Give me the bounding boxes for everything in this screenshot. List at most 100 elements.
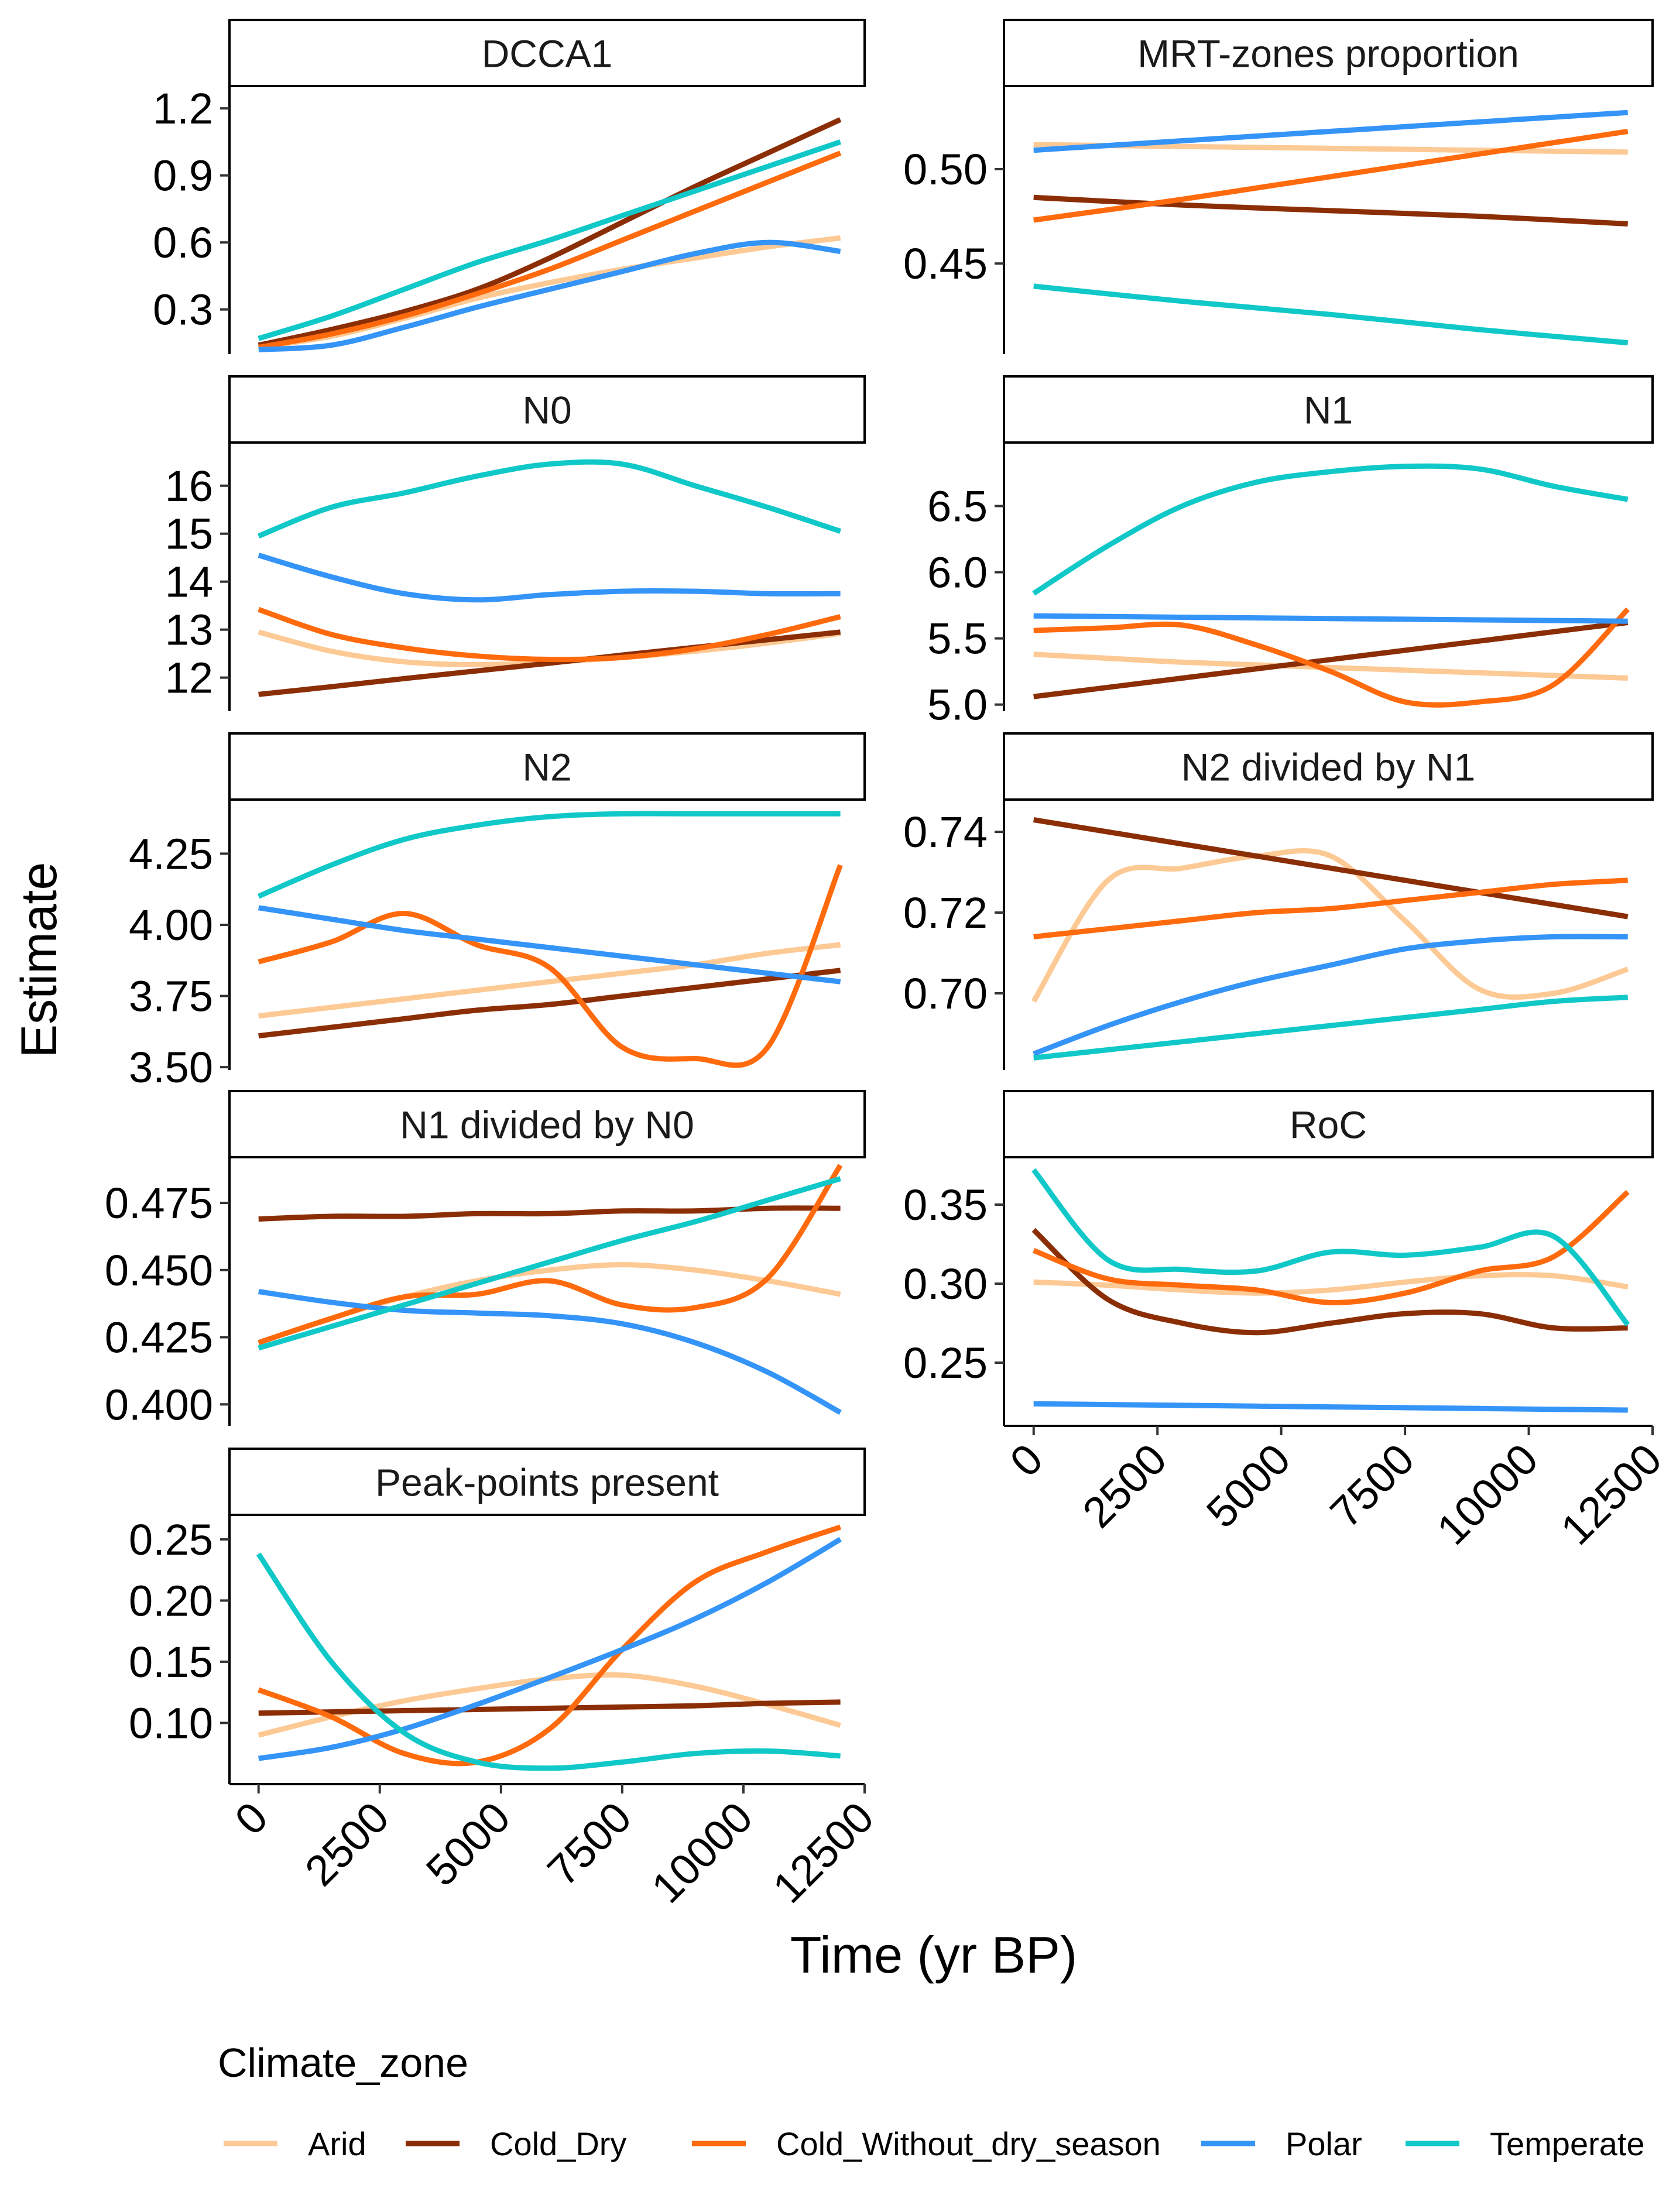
series-line-temperate (1033, 994, 1628, 1061)
legend-label: Cold_Without_dry_season (776, 2125, 1161, 2162)
legend-item-cold-dry: Cold_Dry (406, 2125, 626, 2162)
facet-title: N0 (522, 389, 571, 432)
series-lines (1031, 1168, 1630, 1413)
series-lines (257, 811, 843, 1068)
x-tick-label: 10000 (642, 1793, 762, 1912)
series-line-polar (1033, 934, 1628, 1057)
facet-title: N1 (1304, 389, 1353, 432)
facet-strip (228, 375, 866, 444)
series-line-cold-dry (258, 1699, 841, 1716)
y-axis-title: Estimate (11, 862, 67, 1058)
series-line-temperate (258, 139, 842, 341)
facet-strip (1003, 732, 1654, 801)
series-line-polar (1033, 613, 1628, 624)
series-line-arid (1031, 848, 1629, 1003)
series-line-cold-without-dry-season (1033, 607, 1630, 708)
y-tick-label: 5.0 (927, 681, 988, 729)
series-line-temperate (256, 1552, 841, 1771)
y-tick-label: 0.400 (105, 1380, 213, 1429)
series-line-polar (1033, 1401, 1628, 1413)
y-tick-label: 15 (165, 510, 213, 558)
y-tick-label: 0.35 (903, 1181, 988, 1229)
series-line-cold-without-dry-season (1033, 1190, 1630, 1305)
series-line-cold-dry (1033, 817, 1629, 920)
panel-dcca1: DCCA1 0.3 0.6 0.9 1.2 (153, 19, 866, 354)
series-line-cold-without-dry-season (258, 1164, 843, 1345)
series-lines (1033, 109, 1629, 346)
x-tick-label: 5000 (417, 1793, 519, 1895)
panel-n2-divided-by-n1: N2 divided by N1 0.70 0.72 0.74 (903, 732, 1654, 1070)
panel-n1-divided-by-n0: N1 divided by N0 0.400 0.425 0.450 0.475 (105, 1090, 866, 1429)
series-line-polar (258, 553, 841, 603)
panel-peak-points-present: Peak-points present 0.10 0.15 0.20 0.25 0 2500… (129, 1448, 883, 1912)
y-tick-label: 0.74 (903, 808, 988, 856)
y-tick-label: 0.30 (903, 1260, 988, 1308)
y-tick-label: 0.475 (105, 1179, 213, 1227)
series-line-cold-dry (1033, 194, 1628, 227)
y-tick-label: 16 (165, 462, 213, 510)
facet-strip (228, 732, 866, 801)
series-line-cold-dry (258, 117, 842, 348)
facet-title: N2 (522, 746, 571, 789)
x-tick-label: 0 (225, 1793, 277, 1844)
series-lines (1031, 817, 1629, 1061)
y-tick-label: 0.6 (153, 218, 213, 267)
y-tick-label: 0.72 (903, 889, 988, 937)
facet-strip (1003, 375, 1654, 444)
legend-label: Arid (308, 2125, 366, 2162)
x-axis-title: Time (yr BP) (790, 1926, 1078, 1984)
facet-strip (228, 1090, 866, 1158)
series-line-arid (1033, 1272, 1629, 1296)
series-line-polar (258, 905, 841, 985)
panel-roc: RoC 0.25 0.30 0.35 0 2500 5000 7500 10000 12500 (903, 1090, 1659, 1554)
facet-title: RoC (1290, 1103, 1367, 1147)
series-line-polar (258, 239, 841, 352)
facet-title: Peak-points present (375, 1461, 719, 1504)
series-line-cold-dry (258, 1205, 841, 1222)
y-tick-label: 0.50 (903, 145, 988, 194)
facet-title: MRT-zones proportion (1137, 32, 1519, 76)
series-line-cold-without-dry-season (258, 864, 843, 1068)
legend-label: Cold_Dry (490, 2125, 626, 2162)
series-lines (256, 1524, 842, 1771)
series-line-polar (258, 1537, 842, 1761)
y-tick-label: 1.2 (153, 84, 213, 133)
series-line-arid (1033, 651, 1628, 681)
x-tick-label: 12500 (1551, 1435, 1659, 1554)
series-line-temperate (1031, 1168, 1630, 1327)
series-lines (258, 1164, 843, 1415)
series-line-cold-dry (1033, 620, 1629, 699)
panel-n1: N1 5.0 5.5 6.0 6.5 (927, 375, 1654, 729)
facet-strip (1003, 1090, 1654, 1158)
facet-title: DCCA1 (482, 32, 613, 76)
x-tick-label: 5000 (1197, 1435, 1300, 1537)
legend-label: Polar (1286, 2125, 1362, 2162)
legend: Climate_zone Arid Cold_Dry Cold_Without_dry… (218, 2040, 1645, 2162)
facet-strip (228, 1448, 866, 1516)
series-line-temperate (258, 1176, 841, 1351)
y-tick-label: 13 (165, 606, 213, 654)
y-tick-label: 14 (165, 558, 213, 606)
legend-item-cold-without-dry-season: Cold_Without_dry_season (692, 2125, 1161, 2162)
x-tick-label: 2500 (1073, 1435, 1175, 1537)
y-tick-label: 4.00 (129, 901, 213, 949)
y-tick-label: 4.25 (129, 829, 213, 878)
x-tick-label: 12500 (763, 1793, 883, 1912)
series-line-polar (1033, 109, 1628, 153)
series-line-polar (258, 1289, 842, 1415)
y-tick-label: 0.25 (129, 1515, 213, 1564)
series-line-cold-without-dry-season (258, 150, 842, 350)
facet-title: N1 divided by N0 (400, 1103, 694, 1147)
series-lines (258, 117, 842, 352)
series-line-temperate (1032, 463, 1629, 596)
y-tick-label: 6.0 (927, 548, 988, 597)
y-tick-label: 0.9 (153, 152, 213, 200)
y-tick-label: 0.20 (129, 1576, 213, 1625)
x-tick-label: 7500 (1321, 1435, 1423, 1537)
legend-item-arid: Arid (224, 2125, 366, 2162)
y-tick-label: 0.425 (105, 1314, 213, 1362)
x-tick-label: 10000 (1428, 1435, 1547, 1554)
facet-strip (228, 19, 866, 87)
